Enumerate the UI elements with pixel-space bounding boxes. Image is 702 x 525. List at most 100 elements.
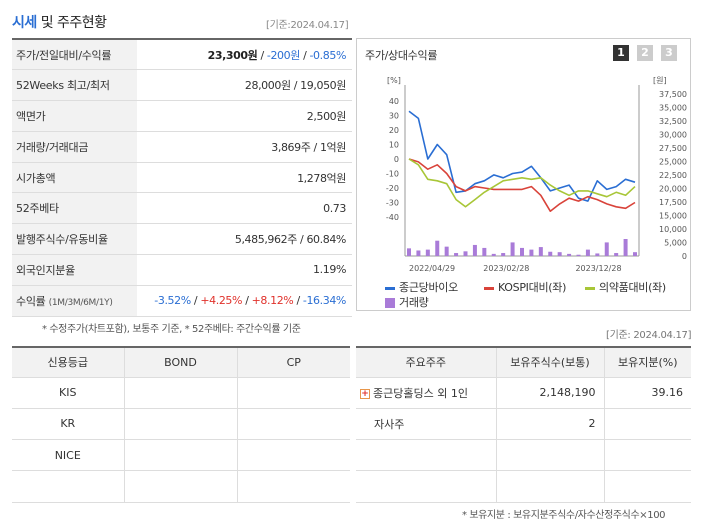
table-row: KR: [12, 408, 350, 441]
separator: /: [257, 48, 267, 62]
table-cell: [123, 377, 237, 409]
volume-bar: [557, 252, 562, 256]
x-tick-label: 2023/12/28: [575, 264, 621, 273]
row-label: 주가/전일대비/수익률: [12, 39, 137, 71]
volume-bar: [454, 253, 459, 256]
table-cell: [123, 439, 237, 472]
volume-bar: [595, 253, 600, 256]
table-cell: [123, 408, 237, 441]
table-cell: [236, 470, 350, 503]
series-line: [408, 158, 636, 212]
column-header: 보유주식수(보통): [495, 347, 604, 378]
table-row: NICE: [12, 439, 350, 472]
volume-bar: [633, 252, 637, 256]
volume-bar: [576, 254, 581, 256]
table-row: KIS: [12, 377, 350, 409]
table-cell: [236, 377, 350, 409]
column-header: CP: [236, 347, 350, 378]
row-label: 수익률 (1M/3M/6M/1Y): [12, 285, 137, 317]
section-title-rest: 및 주주현황: [36, 15, 107, 31]
right-tick-label: 0: [682, 252, 687, 261]
reference-date: [기준:2024.04.17]: [266, 20, 349, 31]
shares-count: [495, 470, 604, 503]
table-cell: KIS: [12, 377, 124, 409]
chart-panel: 주가/상대수익률 1 2 3 [%] [원] 40 30 20 10 0 -10 -20 -30 -…: [356, 38, 691, 311]
volume-bar: [416, 250, 421, 256]
return-6m: +8.12%: [251, 294, 294, 308]
volume-bar: [491, 253, 496, 256]
separator: /: [193, 294, 201, 308]
volume-bar: [444, 246, 449, 256]
table-cell: [236, 439, 350, 472]
row-label: 액면가: [12, 100, 137, 132]
x-tick-label: 2023/02/28: [483, 264, 529, 273]
share-percent: [603, 470, 691, 503]
separator: /: [299, 48, 310, 62]
chart-tab-3[interactable]: 3: [661, 45, 677, 61]
left-tick-label: 0: [394, 155, 399, 164]
price-table: 주가/전일대비/수익률 23,300원 / -200원 / -0.85% 52W…: [12, 38, 352, 317]
right-tick-label: 10,000: [659, 225, 687, 234]
right-tick-label: 30,000: [659, 131, 687, 140]
row-value: 0.73: [137, 192, 352, 225]
row-label: 시가총액: [12, 162, 137, 194]
shares-count: 2: [495, 408, 604, 441]
table-row: 주가/전일대비/수익률 23,300원 / -200원 / -0.85%: [12, 39, 352, 71]
table-row: 시가총액 1,278억원: [12, 162, 352, 194]
legend-swatch: [385, 298, 395, 308]
volume-bar: [538, 247, 543, 256]
right-axis-unit: [원]: [653, 76, 667, 85]
expand-plus-icon[interactable]: +: [360, 388, 370, 399]
table-row: + 종근당홀딩스 외 1인 2,148,190 39.16: [356, 377, 691, 409]
volume-bar: [567, 253, 572, 256]
chart-tab-2[interactable]: 2: [637, 45, 653, 61]
section-title: 시세 및 주주현황: [12, 12, 107, 32]
left-tick-label: -20: [386, 184, 399, 193]
legend-label: 의약품대비(좌): [599, 281, 666, 294]
chart-tab-1[interactable]: 1: [613, 45, 629, 61]
row-value: 1.19%: [137, 254, 352, 286]
right-tick-label: 27,500: [659, 144, 687, 153]
left-tick-label: 30: [389, 112, 399, 121]
column-header: BOND: [123, 347, 237, 378]
table-header-row: 주요주주 보유주식수(보통) 보유지분(%): [356, 347, 691, 378]
volume-bar: [482, 247, 487, 256]
shares-count: [495, 439, 604, 472]
return-3m: +4.25%: [200, 294, 243, 308]
right-tick-label: 20,000: [659, 185, 687, 194]
holder-footnote: * 보유지분 : 보유지분주식수/자수산정주식수×100: [462, 510, 666, 521]
share-percent: 39.16: [603, 377, 691, 409]
table-cell: [236, 408, 350, 441]
chart-title: 주가/상대수익률: [365, 49, 438, 62]
legend-label: 거래량: [399, 296, 429, 309]
legend-swatch: [385, 286, 395, 290]
right-tick-label: 5,000: [664, 239, 687, 248]
current-price: 23,300원: [207, 48, 258, 62]
volume-bar: [435, 240, 440, 256]
table-row: 발행주식수/유동비율 5,485,962주 / 60.84%: [12, 223, 352, 256]
table-row: 자사주 2: [356, 408, 691, 441]
shareholder-name: [356, 470, 496, 503]
price-change: -200원: [266, 48, 300, 62]
credit-rating-table: 신용등급 BOND CP KIS KR NICE: [12, 346, 350, 503]
table-row: 52주베타 0.73: [12, 192, 352, 225]
return-1y: -16.34%: [302, 294, 347, 308]
shareholder-name: 자사주: [356, 408, 496, 441]
column-header: 주요주주: [356, 347, 496, 378]
table-cell: [12, 470, 124, 503]
shareholder-name: + 종근당홀딩스 외 1인: [356, 377, 496, 409]
table-row: [356, 439, 691, 472]
volume-bar: [623, 239, 628, 256]
right-tick-label: 35,000: [659, 104, 687, 113]
legend-swatch: [585, 286, 595, 290]
shareholder-name: [356, 439, 496, 472]
shares-count: 2,148,190: [495, 377, 604, 409]
x-tick-label: 2022/04/29: [409, 264, 455, 273]
legend-item: 의약품대비(좌): [585, 279, 666, 295]
section-title-highlight: 시세: [12, 15, 37, 31]
column-header: 신용등급: [12, 347, 124, 378]
series-line: [408, 158, 636, 208]
left-axis-unit: [%]: [387, 76, 401, 85]
legend-label: 종근당바이오: [399, 281, 458, 294]
series-line: [408, 110, 636, 202]
